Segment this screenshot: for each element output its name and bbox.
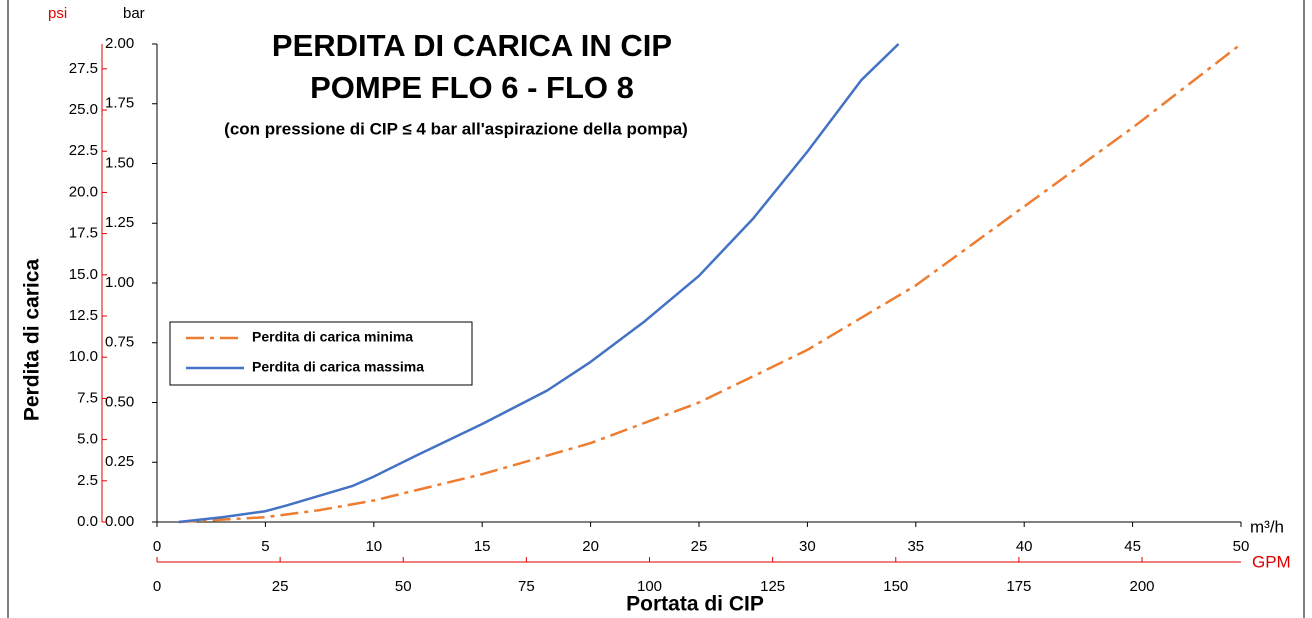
x-tick-label: 40 [1016,538,1033,555]
x-tick-label: 50 [1233,538,1250,555]
x-tick-label: 0 [153,538,161,555]
x2-tick-label: 150 [883,578,908,595]
y-tick-label: 1.25 [105,214,134,231]
y2-tick-label: 17.5 [69,225,98,242]
y2-tick-label: 20.0 [69,183,98,200]
chart-title: PERDITA DI CARICA IN CIP [272,28,672,63]
y2-tick-label: 12.5 [69,307,98,324]
x2-tick-label: 125 [760,578,785,595]
x-tick-label: 25 [691,538,708,555]
line-series [178,43,900,524]
y-tick-label: 2.00 [105,35,134,52]
y2-unit: psi [48,5,67,22]
x-tick-label: 10 [365,538,382,555]
y2-tick-label: 22.5 [69,142,98,159]
x2-tick-label: 100 [637,578,662,595]
x2-tick-label: 200 [1129,578,1154,595]
y-axis-label: Perdita di carica [21,259,44,422]
x-tick-label: 5 [261,538,269,555]
y2-tick-label: 2.5 [77,472,98,489]
y2-tick-label: 27.5 [69,60,98,77]
y-tick-label: 0.75 [105,334,134,351]
y2-tick-label: 15.0 [69,266,98,283]
chart-title: POMPE FLO 6 - FLO 8 [310,70,634,105]
y-tick-label: 1.50 [105,154,134,171]
x-unit: m³/h [1250,517,1284,536]
x-tick-label: 15 [474,538,491,555]
x-axis-label: Portata di CIP [626,593,764,616]
legend-label: Perdita di carica minima [252,329,413,345]
chart-subtitle: (con pressione di CIP ≤ 4 bar all'aspira… [224,119,688,138]
x2-tick-label: 175 [1006,578,1031,595]
y-tick-label: 1.75 [105,95,134,112]
x2-tick-label: 25 [272,578,289,595]
x-tick-label: 20 [582,538,599,555]
x2-tick-label: 50 [395,578,412,595]
x-tick-label: 45 [1124,538,1141,555]
y2-tick-label: 0.0 [77,513,98,530]
x-tick-label: 30 [799,538,816,555]
y-tick-label: 0.50 [105,393,134,410]
x2-tick-label: 75 [518,578,535,595]
y2-tick-label: 7.5 [77,389,98,406]
line-series [178,43,1242,524]
legend-label: Perdita di carica massima [252,359,424,375]
legend-box [169,321,473,386]
y-unit: bar [123,5,145,22]
x-tick-label: 35 [907,538,924,555]
y-tick-label: 0.25 [105,453,134,470]
y2-tick-label: 10.0 [69,348,98,365]
y-tick-label: 0.00 [105,513,134,530]
x2-unit: GPM [1252,552,1291,571]
y2-tick-label: 5.0 [77,431,98,448]
y-tick-label: 1.00 [105,274,134,291]
x2-tick-label: 0 [153,578,161,595]
y2-tick-label: 25.0 [69,101,98,118]
